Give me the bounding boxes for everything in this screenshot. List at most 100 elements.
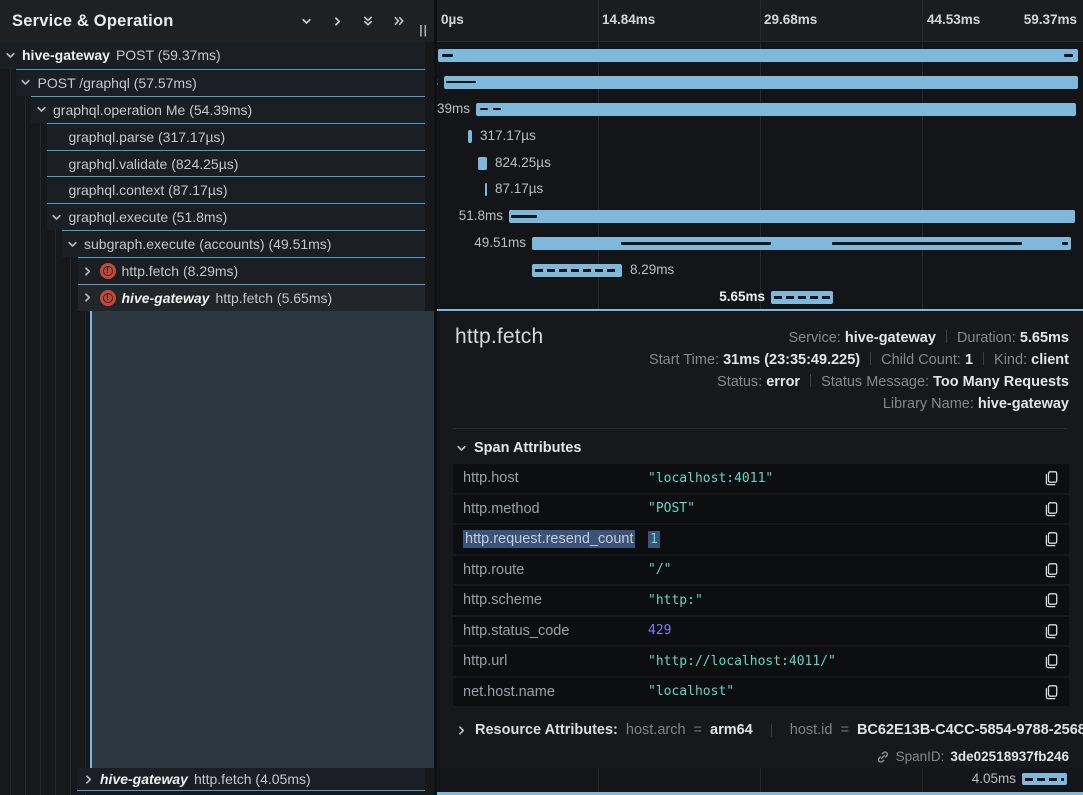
selected-text: 1 bbox=[648, 530, 660, 548]
tree-row-box[interactable]: ! hive-gateway http.fetch (5.65ms) bbox=[77, 284, 425, 311]
overview-value: hive-gateway bbox=[977, 396, 1069, 412]
copy-icon[interactable] bbox=[1044, 562, 1059, 578]
span-attributes-header[interactable]: Span Attributes bbox=[455, 440, 581, 456]
span-bar[interactable] bbox=[532, 264, 622, 278]
overview-label: Start Time: bbox=[648, 352, 724, 368]
overview-separator bbox=[870, 352, 872, 365]
chevron-down-icon[interactable] bbox=[51, 212, 63, 223]
span-id-label: SpanID: bbox=[895, 749, 945, 764]
tree-row-box[interactable]: graphql.operation Me (54.39ms) bbox=[31, 95, 425, 123]
span-duration-label: 49.51ms bbox=[474, 235, 526, 251]
span-operation-label: graphql.parse (317.17µs) bbox=[68, 128, 226, 145]
span-bar[interactable] bbox=[468, 129, 472, 143]
copy-icon[interactable] bbox=[1044, 501, 1059, 517]
indent-guide-line bbox=[10, 42, 11, 795]
overview-line: Library Name: hive-gateway bbox=[649, 393, 1069, 415]
chevron-right-icon[interactable] bbox=[455, 725, 467, 736]
link-icon[interactable] bbox=[876, 750, 890, 764]
overview-value: 31ms (23:35:49.225) bbox=[723, 352, 861, 368]
chevron-down-icon[interactable] bbox=[4, 50, 16, 61]
panel-resize-handle[interactable]: || bbox=[419, 23, 428, 37]
chevron-down-icon[interactable] bbox=[35, 104, 47, 115]
span-bar[interactable] bbox=[532, 237, 1071, 251]
timeline-row: 49.51ms bbox=[437, 230, 1083, 258]
attribute-value: "http://localhost:4011/" bbox=[648, 653, 836, 669]
tree-row-box[interactable]: hive-gateway http.fetch (4.05ms) bbox=[77, 768, 425, 791]
span-bar-self-time-mark bbox=[446, 80, 476, 84]
timeline-row: 54.39ms bbox=[437, 95, 1083, 123]
tree-row-box[interactable]: POST /graphql (57.57ms) bbox=[15, 68, 425, 96]
ruler-tick-label: 59.37ms bbox=[1023, 12, 1077, 27]
copy-icon[interactable] bbox=[1044, 653, 1059, 669]
span-duration-label: 54.39ms bbox=[437, 100, 470, 116]
chevron-right-icon[interactable] bbox=[82, 774, 94, 785]
tree-row-box[interactable]: graphql.parse (317.17µs) bbox=[46, 122, 425, 150]
resource-attributes-title[interactable]: Resource Attributes: bbox=[475, 722, 618, 738]
expand-one-icon[interactable] bbox=[328, 12, 346, 30]
span-duration-label: 51.8ms bbox=[458, 208, 503, 224]
span-bar[interactable] bbox=[438, 49, 1078, 62]
span-bar[interactable] bbox=[444, 75, 1078, 89]
span-bar-self-time-mark bbox=[511, 215, 537, 218]
copy-icon[interactable] bbox=[1044, 531, 1059, 547]
chevron-right-icon[interactable] bbox=[82, 266, 94, 277]
span-bar[interactable] bbox=[476, 102, 1076, 116]
tree-header: Service & Operation || bbox=[0, 0, 434, 42]
timeline-row: 5.65ms bbox=[437, 284, 1083, 311]
span-duration-label: 57.57ms bbox=[437, 74, 438, 89]
tree-header-title: Service & Operation bbox=[12, 11, 174, 30]
tree-row-box[interactable]: graphql.execute (51.8ms) bbox=[46, 203, 425, 231]
span-bar[interactable] bbox=[771, 291, 833, 305]
tree-row-box[interactable]: ! http.fetch (8.29ms) bbox=[77, 257, 425, 285]
detail-divider bbox=[453, 428, 1067, 429]
overview-value: 5.65ms bbox=[1019, 330, 1069, 346]
overview-separator bbox=[945, 330, 947, 343]
collapse-one-icon[interactable] bbox=[297, 12, 315, 30]
tree-row: graphql.operation Me (54.39ms) bbox=[0, 95, 434, 123]
tree-row-box[interactable]: graphql.context (87.17µs) bbox=[46, 176, 425, 204]
panel-divider[interactable] bbox=[434, 0, 437, 795]
overview-line: Status: error Status Message: Too Many Re… bbox=[649, 371, 1069, 393]
span-id-row: SpanID: 3de02518937fb246 bbox=[876, 749, 1069, 764]
tree-row-box[interactable]: graphql.validate (824.25µs) bbox=[46, 149, 425, 177]
partial-span-bar bbox=[437, 791, 1083, 795]
chevron-right-icon[interactable] bbox=[82, 292, 94, 303]
resource-key: host.id bbox=[789, 722, 833, 738]
chevron-down-icon[interactable] bbox=[20, 77, 32, 88]
copy-icon[interactable] bbox=[1044, 623, 1059, 639]
attribute-key: http.status_code bbox=[463, 622, 570, 639]
timeline-row bbox=[437, 42, 1083, 69]
span-bar[interactable] bbox=[509, 210, 1075, 224]
tree-row: graphql.context (87.17µs) bbox=[0, 176, 434, 204]
overview-label: Kind: bbox=[994, 352, 1032, 368]
attribute-value: "localhost:4011" bbox=[648, 470, 774, 486]
tree-row-box[interactable]: hive-gateway POST (59.37ms) bbox=[0, 42, 425, 69]
copy-icon[interactable] bbox=[1044, 592, 1059, 608]
copy-icon[interactable] bbox=[1044, 684, 1059, 700]
collapse-all-icon[interactable] bbox=[359, 12, 377, 30]
expand-all-icon[interactable] bbox=[390, 12, 408, 30]
overview-value: hive-gateway bbox=[844, 330, 936, 346]
attribute-row: net.host.name "localhost" bbox=[453, 677, 1069, 706]
attribute-row: http.request.resend_count 1 bbox=[453, 525, 1069, 554]
span-bar-self-time-mark bbox=[1064, 54, 1073, 57]
timeline-row: 824.25µs bbox=[437, 149, 1083, 177]
tree-footer-row: hive-gateway http.fetch (4.05ms) bbox=[0, 768, 434, 791]
span-bar[interactable] bbox=[1022, 773, 1067, 785]
span-bar[interactable] bbox=[478, 156, 487, 170]
timeline-row: 8.29ms bbox=[437, 257, 1083, 285]
tree-row-box[interactable]: subgraph.execute (accounts) (49.51ms) bbox=[62, 230, 425, 258]
span-bar[interactable] bbox=[485, 183, 487, 197]
chevron-down-icon[interactable] bbox=[66, 239, 78, 250]
attribute-key: http.url bbox=[463, 653, 508, 670]
resource-separator bbox=[770, 724, 772, 737]
resource-value: BC62E13B-C4CC-5854-9788-2568… bbox=[856, 722, 1083, 738]
copy-icon[interactable] bbox=[1044, 470, 1059, 486]
overview-label: Status Message: bbox=[821, 374, 934, 390]
span-operation-label: http.fetch (8.29ms) bbox=[121, 263, 239, 280]
span-operation-label: POST (59.37ms) bbox=[115, 47, 221, 64]
span-tree: hive-gateway POST (59.37ms) POST /graphql … bbox=[0, 42, 434, 311]
selected-text: http.request.resend_count bbox=[463, 530, 636, 549]
span-bar-self-time-mark bbox=[832, 242, 1022, 245]
timeline-gridline bbox=[922, 768, 923, 791]
